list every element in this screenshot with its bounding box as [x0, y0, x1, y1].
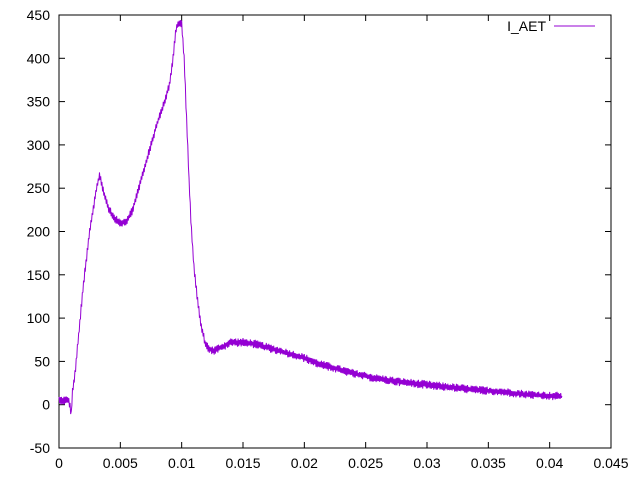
y-tick-label: 250: [27, 180, 51, 196]
y-tick-label: 450: [27, 7, 51, 23]
x-tick-label: 0.045: [593, 455, 628, 471]
y-tick-label: 200: [27, 224, 51, 240]
x-tick-label: 0.025: [348, 455, 383, 471]
x-tick-label: 0.005: [103, 455, 138, 471]
legend-label: I_AET: [507, 18, 546, 34]
y-tick-label: 100: [27, 310, 51, 326]
y-tick-label: 150: [27, 267, 51, 283]
y-tick-label: 300: [27, 137, 51, 153]
x-tick-label: 0.01: [168, 455, 195, 471]
y-tick-label: 0: [42, 397, 50, 413]
legend: I_AET: [507, 18, 595, 34]
x-tick-label: 0.03: [413, 455, 440, 471]
series-line-i-aet: [58, 20, 563, 415]
y-tick-label: 350: [27, 94, 51, 110]
x-tick-label: 0.04: [536, 455, 563, 471]
x-tick-label: 0: [55, 455, 63, 471]
y-axis: -50 0 50 100 150 200 250 300 350 400 450: [27, 7, 611, 456]
x-tick-label: 0.035: [471, 455, 506, 471]
y-tick-label: 400: [27, 50, 51, 66]
x-axis: 0 0.005 0.01 0.015 0.02 0.025 0.03 0.035 0.04 0.0…: [55, 15, 629, 471]
plot-border: [58, 14, 612, 449]
y-tick-label: -50: [30, 440, 50, 456]
plot-frame: [58, 14, 612, 449]
x-tick-label: 0.02: [291, 455, 318, 471]
y-tick-label: 50: [34, 353, 50, 369]
x-tick-label: 0.015: [225, 455, 260, 471]
series-layer: [58, 20, 563, 415]
